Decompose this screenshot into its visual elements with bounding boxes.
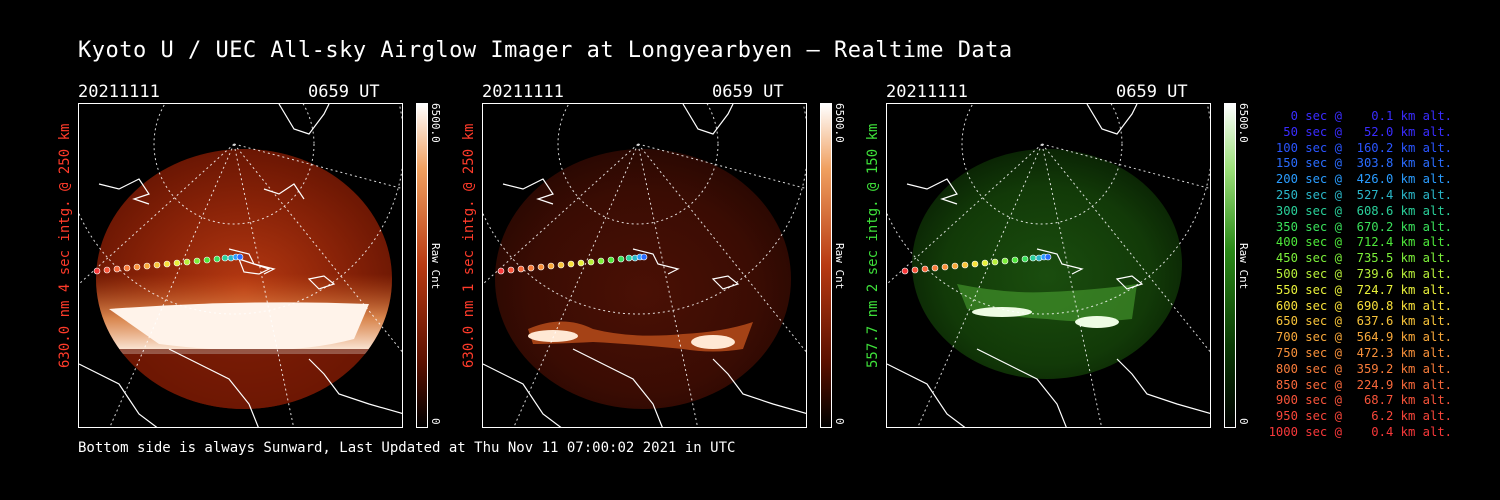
altitude-legend-row: 250 sec @ 527.4 km alt. <box>1268 188 1452 202</box>
panel2-colorbar-unit: Raw Cnt <box>833 243 846 290</box>
panel1-allsky-image <box>78 103 403 428</box>
altitude-legend-row: 600 sec @ 690.8 km alt. <box>1268 298 1452 313</box>
panel3-date: 20211111 <box>886 82 968 102</box>
trajectory-dots <box>497 253 648 275</box>
panel1-colorbar-min: 0 <box>429 418 442 425</box>
altitude-legend-row: 1000 sec @ 0.4 km alt. <box>1268 425 1452 439</box>
altitude-legend-row: 950 sec @ 6.2 km alt. <box>1268 409 1452 424</box>
panel2-time: 0659 UT <box>712 82 784 102</box>
altitude-legend-row: 300 sec @ 608.6 km alt. <box>1268 203 1452 218</box>
altitude-legend-row: 650 sec @ 637.6 km alt. <box>1268 314 1452 329</box>
altitude-legend-row: 350 sec @ 670.2 km alt. <box>1268 219 1452 234</box>
panel2-date: 20211111 <box>482 82 564 102</box>
panel2-colorbar <box>820 103 832 428</box>
altitude-legend-row: 200 sec @ 426.0 km alt. <box>1268 172 1452 187</box>
altitude-legend-row: 700 sec @ 564.9 km alt. <box>1268 330 1452 345</box>
altitude-legend-row: 50 sec @ 52.0 km alt. <box>1268 124 1452 139</box>
altitude-legend-row: 750 sec @ 472.3 km alt. <box>1268 346 1452 360</box>
altitude-legend-row: 400 sec @ 712.4 km alt. <box>1268 235 1452 250</box>
trajectory-dots <box>93 253 244 275</box>
panel3-colorbar-unit: Raw Cnt <box>1237 243 1250 290</box>
altitude-legend-row: 850 sec @ 224.9 km alt. <box>1268 377 1452 392</box>
panel1-date: 20211111 <box>78 82 160 102</box>
panel3-allsky-image <box>886 103 1211 428</box>
panel1-ylabel: 630.0 nm 4 sec intg. @ 250 km <box>57 123 73 368</box>
panel3-colorbar <box>1224 103 1236 428</box>
panel2-ylabel: 630.0 nm 1 sec intg. @ 250 km <box>461 123 477 368</box>
footer-note: Bottom side is always Sunward, Last Upda… <box>78 440 736 456</box>
altitude-legend-row: 500 sec @ 739.6 km alt. <box>1268 267 1452 281</box>
panel3-colorbar-min: 0 <box>1237 418 1250 425</box>
panel2-colorbar-min: 0 <box>833 418 846 425</box>
altitude-legend-row: 150 sec @ 303.8 km alt. <box>1268 156 1452 171</box>
panel1-colorbar <box>416 103 428 428</box>
panel1-time: 0659 UT <box>308 82 380 102</box>
altitude-legend-row: 450 sec @ 735.5 km alt. <box>1268 251 1452 266</box>
trajectory-dots <box>901 253 1052 275</box>
panel2-allsky-image <box>482 103 807 428</box>
panel1-colorbar-max: 6500.0 <box>429 103 442 143</box>
panel3-time: 0659 UT <box>1116 82 1188 102</box>
page-title: Kyoto U / UEC All-sky Airglow Imager at … <box>78 38 1013 63</box>
panel3-colorbar-max: 6500.0 <box>1237 103 1250 143</box>
altitude-legend-row: 550 sec @ 724.7 km alt. <box>1268 282 1452 297</box>
panel2-colorbar-max: 6500.0 <box>833 103 846 143</box>
panel1-colorbar-unit: Raw Cnt <box>429 243 442 290</box>
altitude-legend-row: 800 sec @ 359.2 km alt. <box>1268 361 1452 376</box>
panel3-ylabel: 557.7 nm 2 sec intg. @ 150 km <box>865 123 881 368</box>
altitude-legend-row: 0 sec @ 0.1 km alt. <box>1268 109 1452 123</box>
altitude-legend-row: 100 sec @ 160.2 km alt. <box>1268 140 1452 155</box>
altitude-legend-row: 900 sec @ 68.7 km alt. <box>1268 393 1452 408</box>
